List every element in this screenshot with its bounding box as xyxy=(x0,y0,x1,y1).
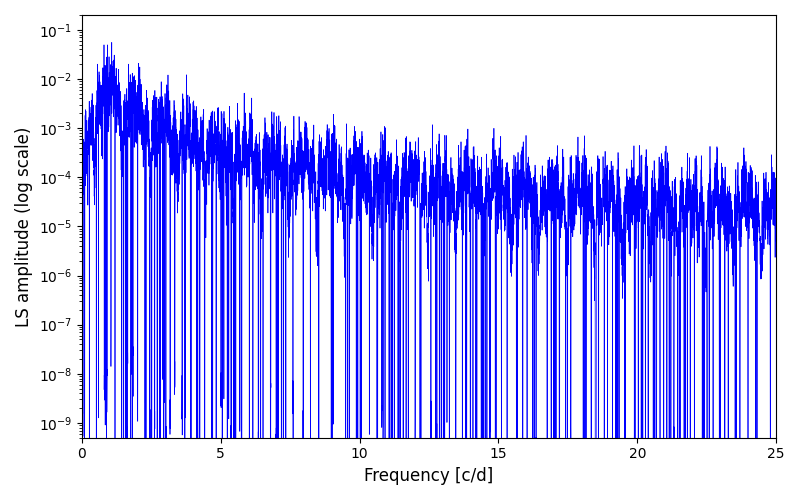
X-axis label: Frequency [c/d]: Frequency [c/d] xyxy=(364,467,494,485)
Y-axis label: LS amplitude (log scale): LS amplitude (log scale) xyxy=(15,126,33,326)
